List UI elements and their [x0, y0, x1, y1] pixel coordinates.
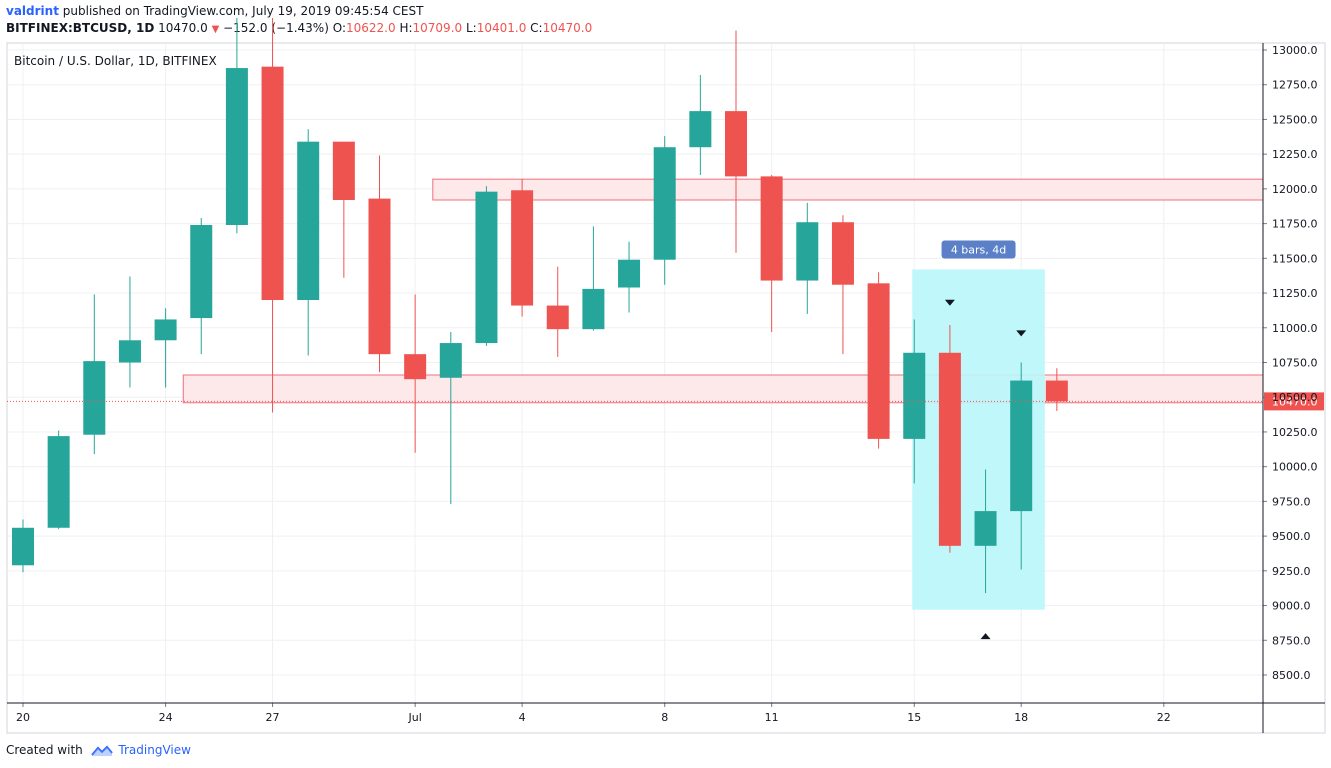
candle-body — [190, 225, 213, 319]
candle-body — [546, 305, 569, 330]
down-arrow-icon: ▼ — [211, 24, 220, 35]
candle-body — [261, 66, 284, 301]
y-tick-label: 12750.0 — [1272, 79, 1318, 92]
candle-body — [725, 111, 747, 177]
candle-body — [867, 283, 890, 439]
y-tick-label: 9500.0 — [1272, 530, 1311, 543]
candle-body — [938, 352, 961, 546]
candles-layer — [12, 18, 1068, 594]
y-tick-label: 11000.0 — [1272, 322, 1318, 335]
chart-frame — [6, 42, 1326, 734]
candle-body — [689, 111, 712, 148]
ohlc-legend: BITFINEX:BTCUSD, 1D 10470.0 ▼ −152.0 (−1… — [6, 21, 592, 35]
resistance-zone — [432, 178, 1264, 201]
zones-layer — [182, 178, 1264, 610]
last-price-label: 10470.0 — [1272, 395, 1318, 408]
candle-body — [1010, 380, 1033, 512]
last-price-label-bg — [1264, 392, 1324, 411]
candle-body — [404, 354, 427, 380]
y-tick-label: 11750.0 — [1272, 218, 1318, 231]
y-tick-label: 10750.0 — [1272, 357, 1318, 370]
footer: Created with TradingView — [6, 743, 191, 757]
tradingview-logo-icon — [90, 745, 113, 756]
tradingview-link[interactable]: TradingView — [118, 743, 191, 757]
date-range-label-bg — [941, 240, 1016, 259]
candle-body — [1045, 380, 1068, 402]
arrow-up-marker — [980, 633, 991, 640]
y-tick-label: 9000.0 — [1272, 600, 1311, 613]
x-tick-label: 8 — [661, 711, 668, 724]
candle-body — [831, 222, 854, 285]
arrow-down-marker — [944, 299, 955, 306]
candle-body — [297, 141, 320, 300]
candle-body — [511, 190, 534, 306]
y-tick-label: 10250.0 — [1272, 426, 1318, 439]
x-tick-label: 18 — [1014, 711, 1028, 724]
x-tick-label: 22 — [1157, 711, 1171, 724]
y-tick-label: 13000.0 — [1272, 44, 1318, 57]
candle-body — [903, 352, 926, 439]
arrow-down-marker — [1016, 330, 1027, 337]
candle-body — [154, 319, 177, 341]
candle-body — [225, 68, 248, 225]
publish-info: valdrint published on TradingView.com, J… — [6, 4, 423, 18]
y-tick-label: 11500.0 — [1272, 252, 1318, 265]
close-label: C: — [530, 21, 543, 35]
low-label: L: — [465, 21, 477, 35]
candle-body — [618, 259, 641, 288]
created-with-text: Created with — [6, 743, 83, 757]
candle-body — [653, 147, 676, 260]
y-tick-label: 11250.0 — [1272, 287, 1318, 300]
candle-body — [47, 436, 70, 528]
candle-body — [332, 141, 355, 200]
candle-body — [796, 222, 819, 281]
y-tick-label: 12000.0 — [1272, 183, 1318, 196]
candle-body — [582, 288, 605, 330]
author-link[interactable]: valdrint — [6, 4, 59, 18]
candle-body — [83, 361, 106, 435]
date-range-label: 4 bars, 4d — [951, 243, 1006, 256]
resistance-zone — [182, 374, 1264, 404]
candle-body — [368, 198, 391, 355]
y-tick-label: 10000.0 — [1272, 461, 1318, 474]
x-tick-label: 27 — [266, 711, 280, 724]
axes-layer: 8500.0 8750.0 9000.0 9250.0 9500.0 9750.0 1000… — [7, 43, 1325, 733]
y-tick-label: 8500.0 — [1272, 669, 1311, 682]
chart-title: Bitcoin / U.S. Dollar, 1D, BITFINEX — [14, 54, 217, 68]
y-tick-label: 9250.0 — [1272, 565, 1311, 578]
high-value: 10709.0 — [412, 21, 463, 35]
published-text: published on TradingView.com, July 19, 2… — [62, 4, 424, 18]
x-tick-label: 4 — [519, 711, 526, 724]
y-tick-label: 10500.0 — [1272, 391, 1318, 404]
x-tick-label: 24 — [159, 711, 173, 724]
change-value: −152.0 (−1.43%) — [223, 21, 329, 35]
overlay-layer: 4 bars, 4d 10470.0 — [7, 240, 1324, 640]
candlestick-chart[interactable]: 4 bars, 4d 10470.0 8500.0 8750.0 9000.0 9250… — [0, 0, 1331, 740]
y-tick-label: 12250.0 — [1272, 148, 1318, 161]
y-tick-label: 9750.0 — [1272, 495, 1311, 508]
candle-body — [760, 176, 783, 281]
x-tick-label: 20 — [16, 711, 30, 724]
candle-body — [475, 191, 498, 344]
open-label: O: — [332, 21, 346, 35]
close-value: 10470.0 — [542, 21, 593, 35]
y-tick-label: 12500.0 — [1272, 113, 1318, 126]
last-value: 10470.0 — [158, 21, 208, 35]
candle-body — [974, 511, 997, 546]
x-tick-label: 15 — [907, 711, 921, 724]
low-value: 10401.0 — [476, 21, 527, 35]
y-tick-label: 8750.0 — [1272, 634, 1311, 647]
x-tick-label: Jul — [408, 711, 422, 724]
x-tick-label: 11 — [765, 711, 779, 724]
high-label: H: — [399, 21, 413, 35]
candle-body — [118, 340, 141, 363]
open-value: 10622.0 — [345, 21, 396, 35]
candle-body — [439, 343, 462, 378]
candle-body — [12, 527, 34, 566]
symbol-interval: BITFINEX:BTCUSD, 1D — [6, 21, 155, 35]
